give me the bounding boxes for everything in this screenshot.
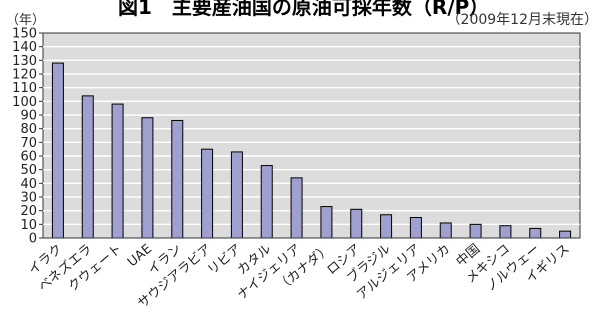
bar bbox=[81, 95, 94, 239]
bar bbox=[439, 222, 452, 239]
bar bbox=[51, 62, 64, 239]
y-tick-label: 20 bbox=[20, 204, 37, 219]
bar bbox=[559, 230, 572, 239]
bar bbox=[230, 151, 243, 239]
bar bbox=[290, 177, 303, 239]
y-tick-label: 0 bbox=[29, 232, 37, 247]
y-tick-label: 90 bbox=[20, 109, 37, 124]
chart-title: 図1 主要産油国の原油可採年数（R/P） bbox=[118, 0, 490, 19]
y-tick-label: 100 bbox=[12, 95, 37, 110]
y-tick-label: 80 bbox=[20, 122, 37, 137]
y-tick-label: 150 bbox=[12, 27, 37, 42]
y-tick-label: 70 bbox=[20, 136, 37, 151]
bar bbox=[320, 206, 333, 239]
y-tick-label: 10 bbox=[20, 218, 37, 233]
bar bbox=[350, 208, 363, 239]
bar bbox=[171, 119, 184, 239]
y-tick-label: 60 bbox=[20, 150, 37, 165]
bar bbox=[529, 227, 542, 239]
y-tick-label: 140 bbox=[12, 40, 37, 55]
plot-area bbox=[42, 32, 581, 239]
date-note: （2009年12月末現在） bbox=[446, 12, 598, 28]
y-tick-label: 130 bbox=[12, 54, 37, 69]
bar bbox=[201, 148, 214, 239]
bar bbox=[499, 225, 512, 239]
y-tick-label: 50 bbox=[20, 163, 37, 178]
y-tick-label: 30 bbox=[20, 191, 37, 206]
y-tick-label: 120 bbox=[12, 68, 37, 83]
y-tick-label: 40 bbox=[20, 177, 37, 192]
bar bbox=[469, 223, 482, 239]
bar bbox=[260, 165, 273, 239]
y-axis-unit-label: （年） bbox=[6, 13, 46, 28]
bar bbox=[141, 117, 154, 239]
y-tick-label: 110 bbox=[12, 81, 37, 96]
bar bbox=[111, 103, 124, 239]
bar bbox=[380, 214, 393, 239]
bar bbox=[409, 217, 422, 239]
